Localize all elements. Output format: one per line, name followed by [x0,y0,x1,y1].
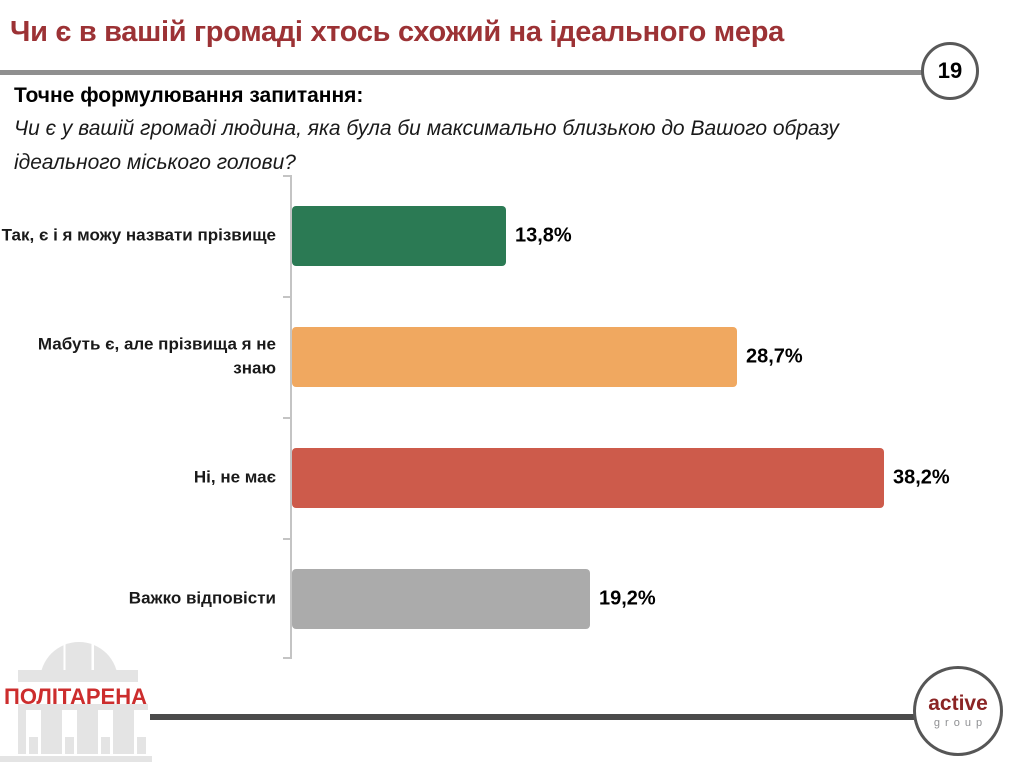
value-label: 28,7% [746,345,803,367]
building-door [101,737,110,754]
question-label: Точне формулювання запитання: [14,84,364,107]
question-text-line2: ідеального міського голови? [14,150,296,174]
building-cornice [18,670,138,682]
axis-tick [283,175,290,177]
bar-segment [292,568,590,629]
question-text: Чи є у вашій громаді людина, яка була би… [14,112,934,179]
politarena-logo: ПОЛІТАРЕНА [0,640,168,762]
building-opening [26,710,41,754]
footer-divider-line [150,714,918,720]
building-door [65,737,74,754]
axis-tick [283,538,290,540]
active-group-logo: active group [913,666,1003,756]
axis-tick [283,296,290,298]
category-label: Мабуть є, але прізвища я не знаю [37,333,276,378]
building-facade-icon [18,704,149,754]
building-base [0,756,152,762]
chart-row: Так, є і я можу назвати прізвище 13,8% [0,175,1024,296]
chart-row: Важко відповісти 19,2% [0,538,1024,659]
chart-row: Ні, не має 38,2% [0,417,1024,538]
building-opening [62,710,77,754]
politarena-logo-text: ПОЛІТАРЕНА [4,684,147,709]
axis-tick [283,417,290,419]
page-number: 19 [937,58,963,83]
header-divider-line [0,70,924,75]
bar-chart: Так, є і я можу назвати прізвище 13,8% Маб… [0,175,1024,659]
value-label: 38,2% [893,466,950,488]
category-label: Так, є і я можу назвати прізвище [1,225,276,245]
category-label: Ні, не має [193,467,276,487]
bar-segment [292,326,737,387]
y-axis-line [290,175,292,659]
active-group-logo-text: active [928,692,988,715]
bar-segment [292,447,884,508]
question-text-line1: Чи є у вашій громаді людина, яка була би… [14,117,839,140]
building-opening [134,710,149,754]
bar-segment [292,205,506,266]
slide-title: Чи є в вашій громаді хтось схожий на іде… [10,16,784,48]
building-opening [98,710,113,754]
value-label: 13,8% [515,224,572,246]
value-label: 19,2% [599,587,656,609]
building-door [137,737,146,754]
building-door [29,737,38,754]
axis-tick [283,657,290,659]
page-number-badge: 19 [921,42,979,100]
category-label: Важко відповісти [128,588,276,608]
active-group-logo-subtext: group [933,717,988,729]
chart-row: Мабуть є, але прізвища я не знаю 28,7% [0,296,1024,417]
